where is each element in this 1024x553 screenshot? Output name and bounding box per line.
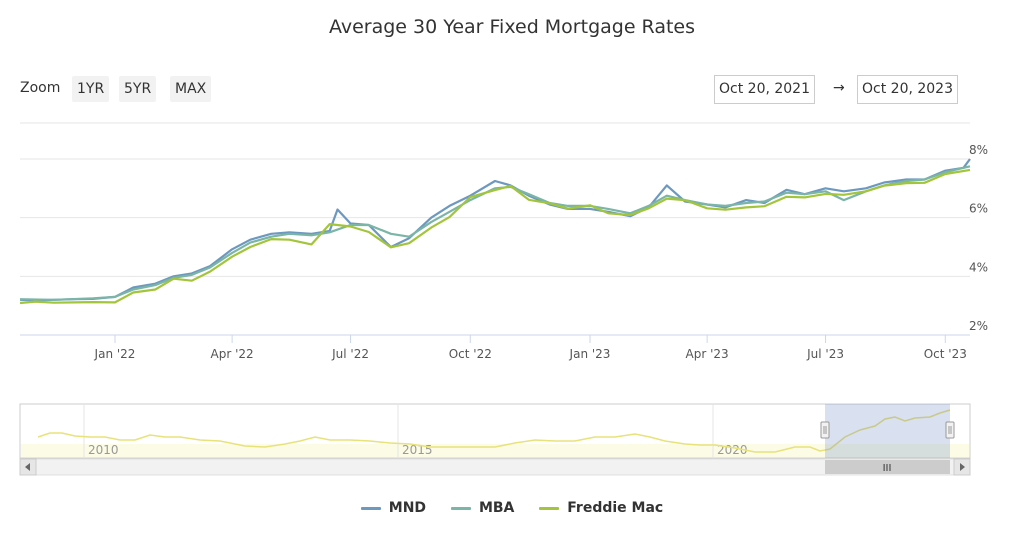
legend-label-mba: MBA bbox=[478, 500, 515, 516]
series-line-mnd bbox=[19, 158, 971, 302]
navigator-handle-right[interactable] bbox=[945, 421, 955, 439]
series-line-freddie-mac bbox=[19, 168, 971, 305]
navigator-line bbox=[37, 409, 951, 453]
legend: MND MBA Freddie Mac bbox=[0, 500, 1024, 516]
y-tick-label: 2% bbox=[969, 319, 988, 333]
navigator-tick-label: 2010 bbox=[88, 443, 119, 457]
x-tick-label: Jan '23 bbox=[569, 347, 611, 361]
scroll-left-arrow-icon bbox=[25, 463, 30, 471]
zoom-label: Zoom bbox=[20, 80, 61, 96]
scrollbar-grip-icon: III bbox=[883, 463, 892, 474]
legend-label-freddie-mac: Freddie Mac bbox=[567, 500, 664, 516]
legend-swatch-freddie-mac bbox=[539, 506, 560, 510]
x-tick-label: Oct '22 bbox=[449, 347, 492, 361]
zoom-5yr-button[interactable]: 5YR bbox=[119, 76, 157, 102]
zoom-1yr-button[interactable]: 1YR bbox=[72, 76, 110, 102]
x-tick-label: Apr '23 bbox=[686, 347, 729, 361]
y-tick-label: 4% bbox=[969, 260, 988, 274]
x-tick-label: Apr '22 bbox=[211, 347, 254, 361]
chart-title: Average 30 Year Fixed Mortgage Rates bbox=[328, 16, 696, 38]
legend-label-mnd: MND bbox=[388, 500, 427, 516]
legend-swatch-mba bbox=[450, 506, 471, 510]
x-tick-label: Jan '22 bbox=[94, 347, 136, 361]
x-tick-label: Jul '22 bbox=[331, 347, 369, 361]
y-tick-label: 6% bbox=[969, 202, 988, 216]
navigator-handle-left[interactable] bbox=[820, 421, 830, 439]
x-tick-label: Jul '23 bbox=[806, 347, 844, 361]
legend-item-mba[interactable]: MBA bbox=[450, 500, 515, 516]
legend-item-freddie-mac[interactable]: Freddie Mac bbox=[539, 500, 663, 516]
range-to-input[interactable]: Oct 20, 2023 bbox=[857, 75, 958, 104]
x-tick-label: Oct '23 bbox=[924, 347, 967, 361]
y-tick-label: 8% bbox=[969, 143, 988, 157]
series-lines bbox=[19, 158, 971, 305]
scroll-right-arrow-icon bbox=[960, 463, 965, 471]
range-from-input[interactable]: Oct 20, 2021 bbox=[714, 75, 815, 104]
navigator-selection[interactable] bbox=[825, 404, 950, 458]
zoom-max-button[interactable]: MAX bbox=[170, 76, 212, 102]
legend-swatch-mnd bbox=[360, 506, 381, 510]
y-axis-labels: 2% 4% 6% 8% bbox=[969, 143, 988, 333]
range-arrow: → bbox=[833, 80, 845, 96]
x-axis-labels: Jan '22 Apr '22 Jul '22 Oct '22 Jan '23 Apr '… bbox=[94, 347, 967, 361]
grid-layer bbox=[20, 122, 970, 343]
scrollbar-thumb[interactable] bbox=[825, 460, 950, 474]
legend-item-mnd[interactable]: MND bbox=[360, 500, 427, 516]
